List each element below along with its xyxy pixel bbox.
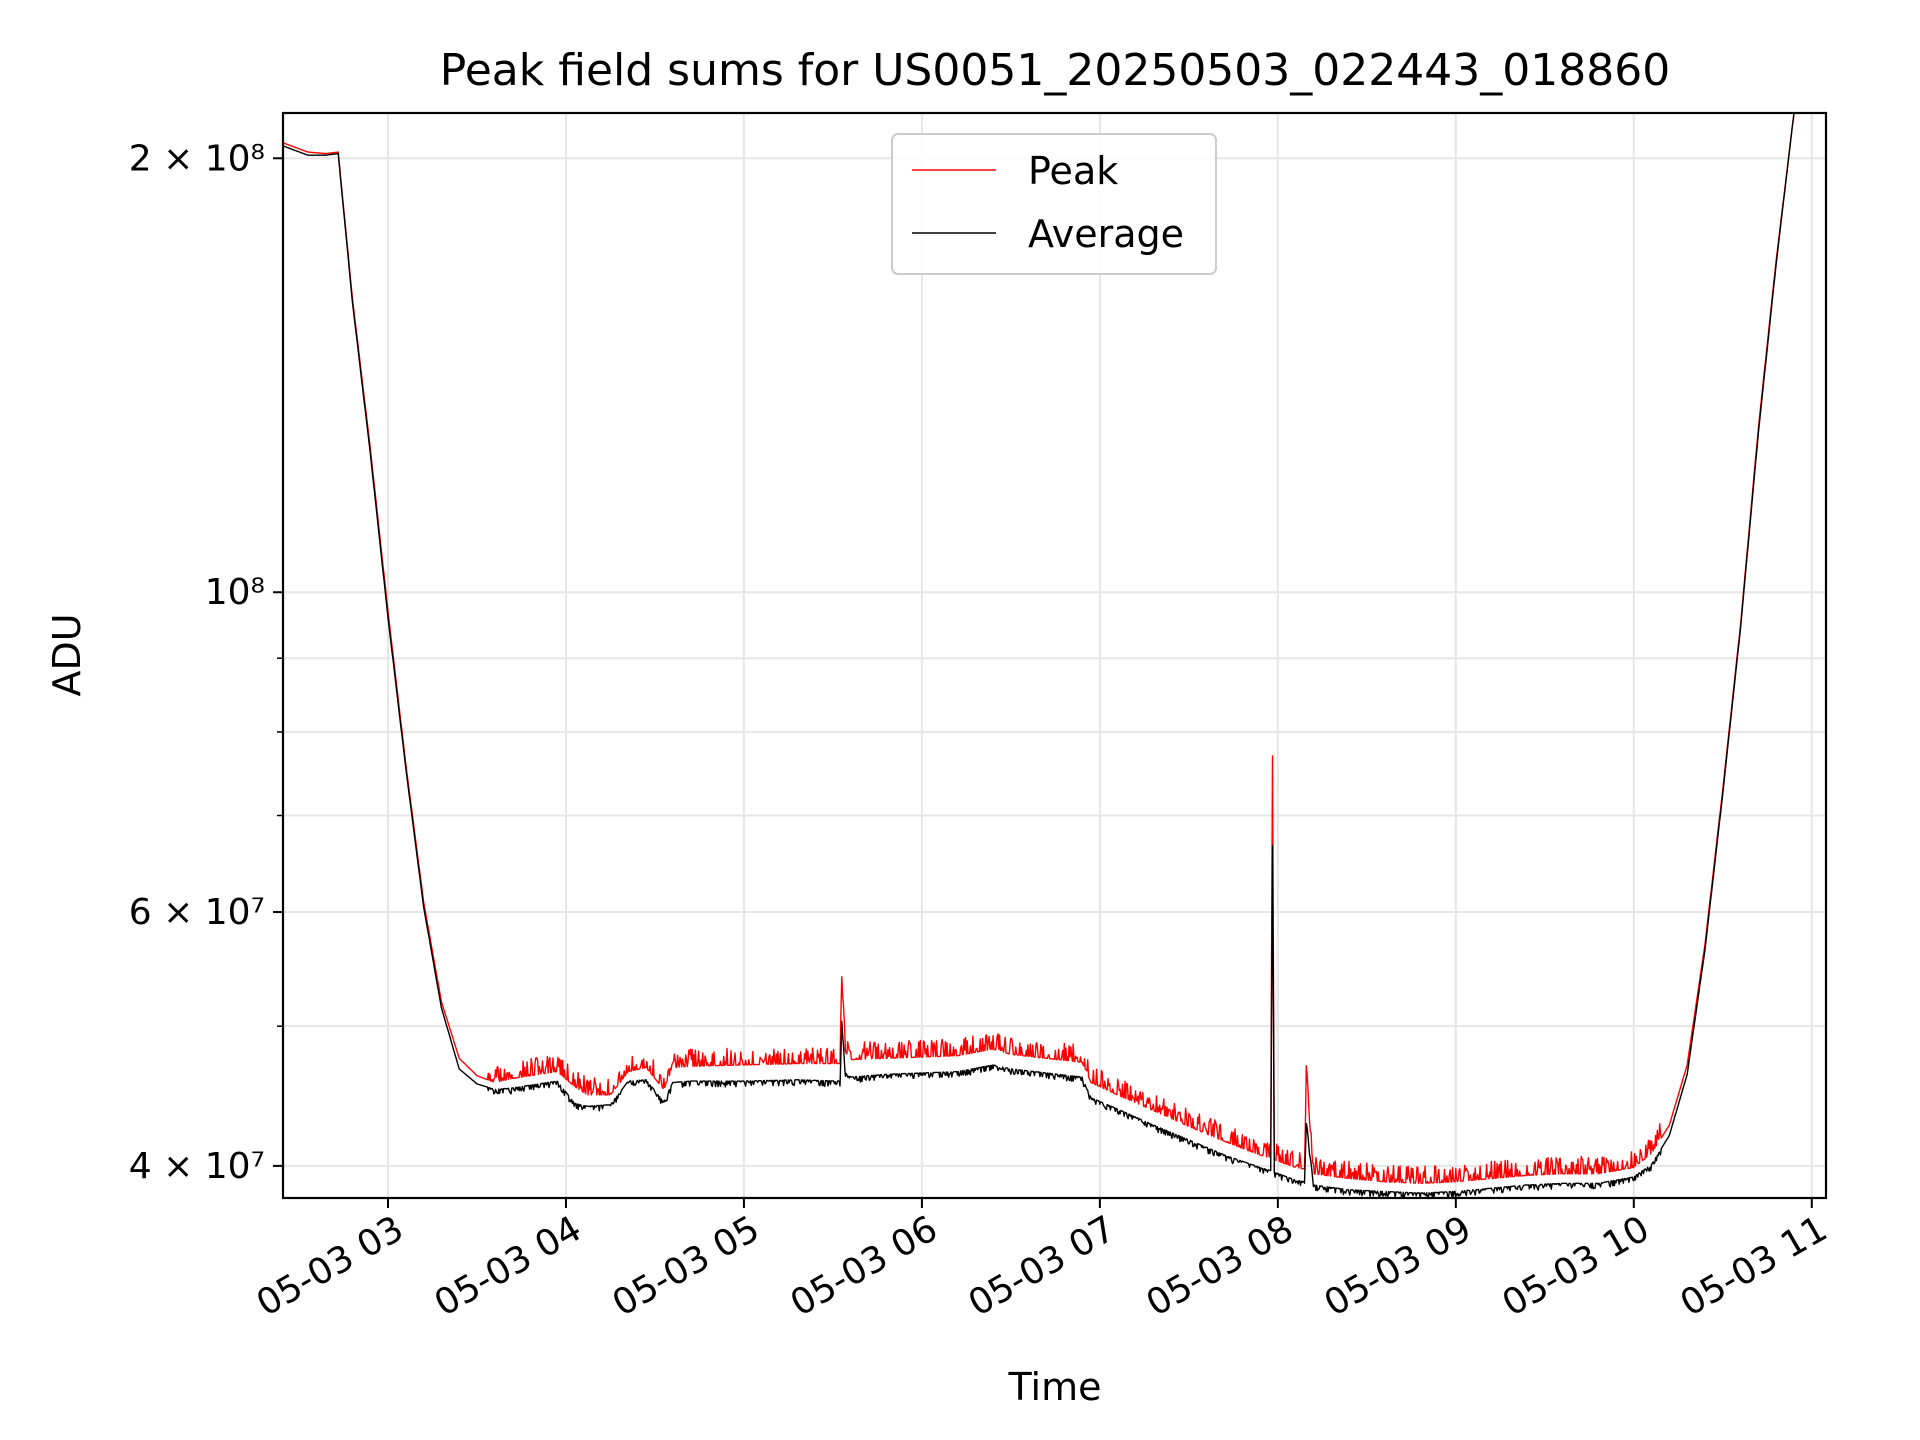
legend-peak-label: Peak — [1028, 149, 1118, 193]
y-axis-label: ADU — [45, 613, 89, 696]
y-tick-label: 4 × 10⁷ — [129, 1146, 265, 1187]
axes-frame — [281, 111, 1828, 1200]
average-series-line — [282, 112, 1795, 1200]
y-tick-label: 6 × 10⁷ — [129, 892, 265, 933]
legend-average-label: Average — [1028, 212, 1184, 256]
legend-box — [891, 133, 1217, 275]
series-layer — [282, 112, 1795, 1200]
y-tick-label: 10⁸ — [205, 572, 265, 613]
x-axis-label: Time — [1008, 1365, 1102, 1409]
y-tick-label: 2 × 10⁸ — [129, 138, 265, 179]
peak-series-line — [282, 112, 1795, 1185]
legend: Peak Average — [891, 133, 1217, 275]
chart-title: Peak field sums for US0051_20250503_0224… — [440, 45, 1670, 96]
